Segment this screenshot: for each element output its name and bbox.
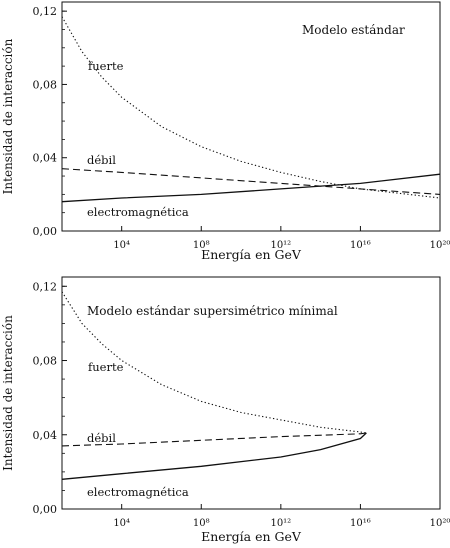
x-tick-label: 10⁴ — [113, 240, 130, 251]
series-label: fuerte — [88, 59, 124, 73]
series-line-electromagnética — [61, 173, 441, 203]
y-tick-label: 0,00 — [33, 225, 58, 238]
chart-panel-1: 0,00 0,04 0,08 0,12 10⁴ 10⁸ 10¹² 10¹⁶ 10²⁰ fuerte… — [1, 1, 450, 262]
y-tick-label: 0,12 — [33, 5, 58, 18]
x-axis-label: Energía en GeV — [201, 529, 302, 544]
x-tick-label: 10²⁰ — [430, 240, 450, 251]
series-label: electromagnética — [87, 485, 189, 499]
x-axis-label: Energía en GeV — [201, 247, 302, 262]
series-line-fuerte — [61, 16, 441, 199]
x-tick-label: 10¹² — [270, 518, 291, 529]
x-tick-label: 10¹⁶ — [350, 518, 371, 529]
chart-title: Modelo estándar — [302, 23, 405, 37]
y-tick-label: 0,08 — [33, 78, 58, 91]
series-line-fuerte — [61, 291, 367, 434]
y-tick-label: 0,00 — [33, 503, 58, 516]
series-label: débil — [87, 431, 116, 445]
x-tick-label: 10¹² — [270, 240, 291, 251]
x-tick-label: 10⁸ — [193, 518, 210, 529]
series-label: fuerte — [88, 360, 124, 374]
series-label: débil — [87, 153, 116, 167]
plot-frame — [61, 1, 441, 232]
chart-title: Modelo estándar supersimétrico mínimal — [87, 304, 338, 318]
series-line-débil — [61, 168, 441, 195]
y-axis-label: Intensidad de interacción — [1, 38, 15, 194]
series-label: electromagnética — [87, 205, 189, 219]
series-line-electromagnética — [61, 432, 367, 480]
x-tick-label: 10⁴ — [113, 518, 130, 529]
x-tick-label: 10⁸ — [193, 240, 210, 251]
series-line-débil — [61, 432, 367, 447]
y-tick-label: 0,04 — [33, 152, 58, 165]
y-axis-label: Intensidad de interacción — [1, 315, 15, 471]
y-tick-label: 0,12 — [33, 280, 58, 293]
x-tick-label: 10²⁰ — [430, 518, 450, 529]
chart-panel-2: 0,00 0,04 0,08 0,12 10⁴ 10⁸ 10¹² 10¹⁶ 10²⁰ fuerte… — [1, 276, 450, 544]
y-tick-label: 0,08 — [33, 355, 58, 368]
plot-frame — [61, 276, 441, 510]
x-tick-label: 10¹⁶ — [350, 240, 371, 251]
y-tick-label: 0,04 — [33, 429, 58, 442]
